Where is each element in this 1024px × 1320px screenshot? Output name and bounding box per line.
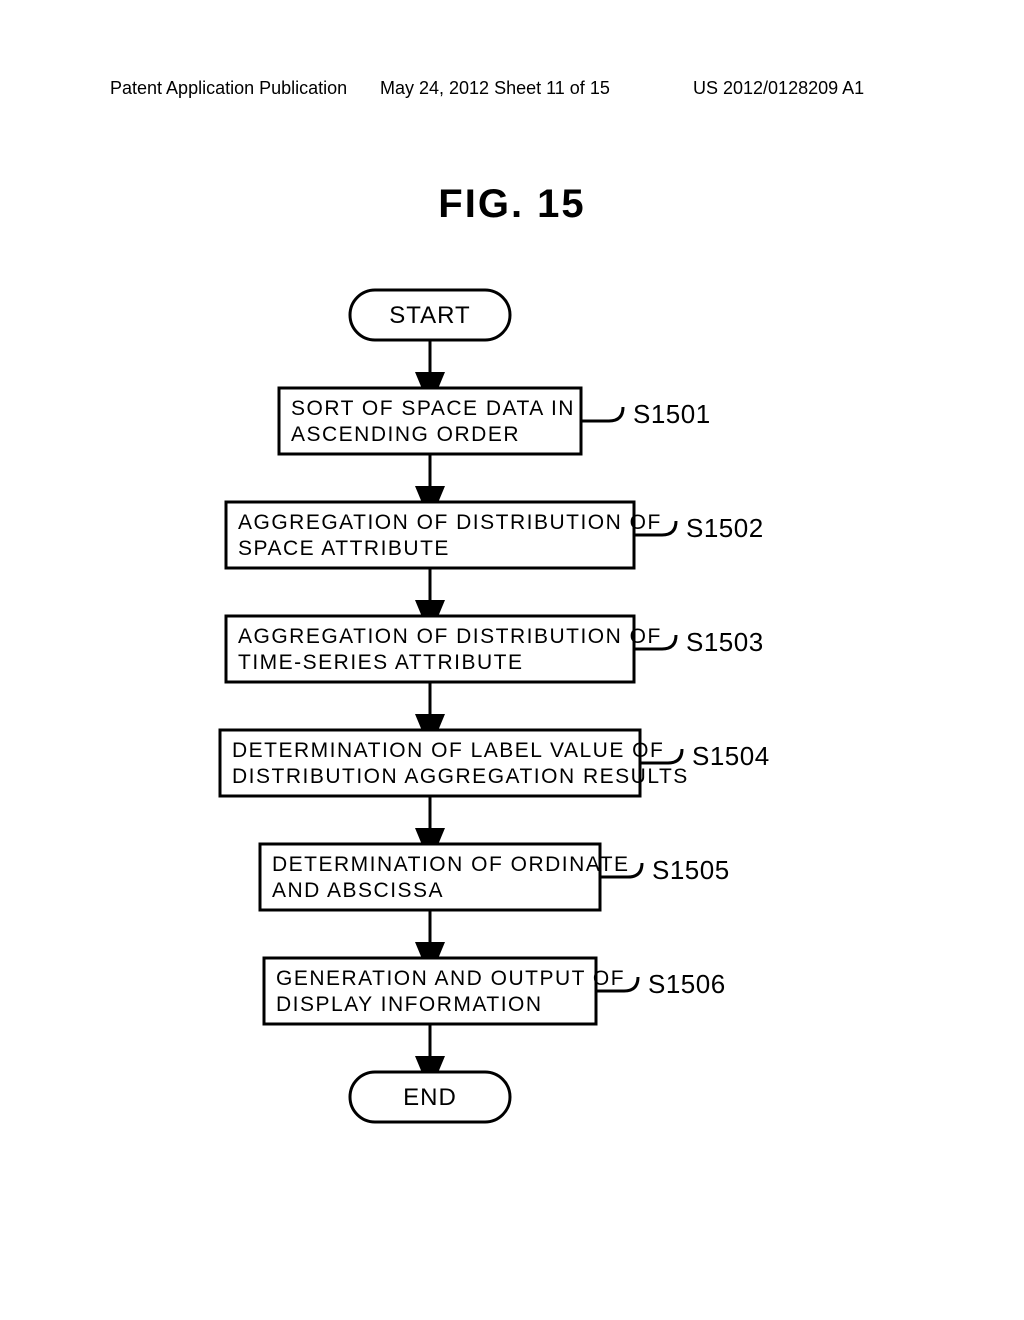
process-text-S1505-l0: DETERMINATION OF ORDINATE <box>272 853 630 876</box>
process-text-S1504-l0: DETERMINATION OF LABEL VALUE OF <box>232 739 664 762</box>
process-text-S1502-l0: AGGREGATION OF DISTRIBUTION OF <box>238 511 662 534</box>
step-label-S1504: S1504 <box>692 741 770 771</box>
process-text-S1505-l1: AND ABSCISSA <box>272 879 444 902</box>
process-text-S1501-l0: SORT OF SPACE DATA IN <box>291 397 575 420</box>
page: Patent Application Publication May 24, 2… <box>0 0 1024 1320</box>
step-label-S1502: S1502 <box>686 513 764 543</box>
step-label-S1505: S1505 <box>652 855 730 885</box>
terminator-end: END <box>403 1084 457 1111</box>
step-label-S1503: S1503 <box>686 627 764 657</box>
process-text-S1504-l1: DISTRIBUTION AGGREGATION RESULTS <box>232 765 689 788</box>
process-text-S1503-l1: TIME-SERIES ATTRIBUTE <box>238 651 523 674</box>
terminator-start: START <box>389 302 470 329</box>
process-text-S1503-l0: AGGREGATION OF DISTRIBUTION OF <box>238 625 662 648</box>
process-text-S1506-l0: GENERATION AND OUTPUT OF <box>276 967 625 990</box>
step-label-S1501: S1501 <box>633 399 711 429</box>
step-label-S1506: S1506 <box>648 969 726 999</box>
process-text-S1502-l1: SPACE ATTRIBUTE <box>238 537 450 560</box>
flowchart: START SORT OF SPACE DATA IN ASCENDING ORDE… <box>0 0 1024 1320</box>
process-text-S1501-l1: ASCENDING ORDER <box>291 423 520 446</box>
process-text-S1506-l1: DISPLAY INFORMATION <box>276 993 543 1016</box>
